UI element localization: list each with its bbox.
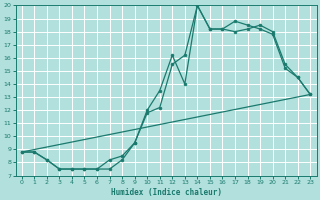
X-axis label: Humidex (Indice chaleur): Humidex (Indice chaleur) xyxy=(110,188,221,197)
